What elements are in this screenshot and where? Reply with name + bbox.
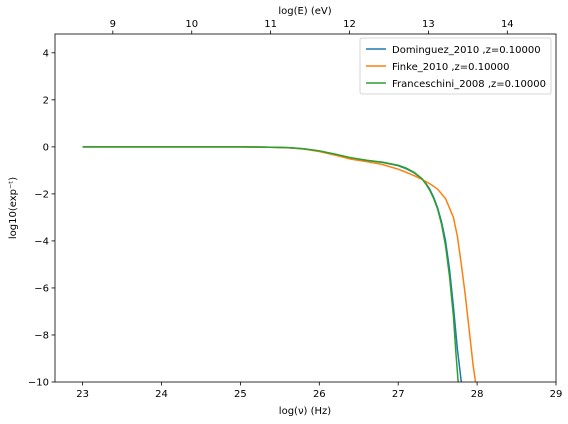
y-tick-label: 0 [43,142,49,153]
top-tick-label: 12 [343,19,356,30]
y-tick-label: 4 [43,48,49,59]
series-layer [82,146,477,382]
x-tick-label: 25 [234,389,247,400]
top-tick-label: 11 [264,19,277,30]
y-tick-label: −2 [34,189,49,200]
x-tick-label: 24 [155,389,168,400]
top-axis-ticks: 9 10 11 12 13 14 [110,19,514,34]
y-axis-label: log10(exp⁻ᵗ) [8,177,19,239]
legend-label-dominguez: Dominguez_2010 ,z=0.10000 [392,45,541,56]
y-tick-label: 2 [43,95,49,106]
legend-box [359,37,552,95]
top-tick-label: 9 [110,19,116,30]
plot-frame [54,33,557,383]
y-tick-label: −6 [34,283,49,294]
y-axis-ticks: 4 2 0 −2 −4 −6 −8 −10 [28,48,55,389]
top-tick-label: 10 [185,19,198,30]
legend: Dominguez_2010 ,z=0.10000 Finke_2010 ,z=… [359,37,552,95]
x-tick-label: 28 [471,389,484,400]
top-tick-label: 13 [422,19,435,30]
x-axis-label: log(ν) (Hz) [279,406,331,417]
x-tick-label: 29 [550,389,563,400]
x-tick-label: 23 [76,389,89,400]
x-tick-label: 26 [313,389,326,400]
top-axis-label: log(E) (eV) [278,6,331,17]
series-line-2 [82,146,459,382]
y-tick-label: −8 [34,330,49,341]
x-axis-ticks: 23 24 25 26 27 28 29 [76,382,562,400]
top-tick-label: 14 [501,19,514,30]
legend-label-finke: Finke_2010 ,z=0.10000 [392,62,510,73]
y-tick-label: −10 [28,378,49,389]
y-tick-label: −4 [34,236,49,247]
legend-label-franceschini: Franceschini_2008 ,z=0.10000 [392,79,546,90]
x-tick-label: 27 [392,389,405,400]
